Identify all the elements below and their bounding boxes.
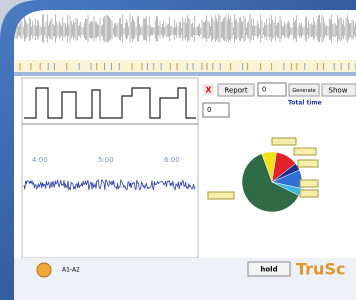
- total-time-label: Total time: [288, 100, 322, 107]
- channel-label: A1-A2: [62, 267, 80, 274]
- time-label: 6:00: [164, 156, 180, 164]
- generate-label: Generate: [292, 88, 315, 94]
- time-label: 4:00: [32, 156, 48, 164]
- pie-chart: [242, 152, 302, 212]
- time-label: 5:00: [98, 156, 114, 164]
- report-label: Report: [224, 87, 247, 95]
- channel-icon[interactable]: [37, 263, 51, 277]
- divider: [14, 72, 356, 76]
- logo: TruSc: [296, 260, 345, 279]
- close-icon: X: [205, 86, 212, 95]
- show-label: Show: [329, 87, 348, 95]
- hold-label: hold: [260, 266, 277, 274]
- spinner-value: 0: [262, 86, 266, 94]
- screen: 4:00 5:00 6:00 X Report 0 Generate Show …: [0, 0, 356, 300]
- epoch-value: 0: [207, 106, 211, 114]
